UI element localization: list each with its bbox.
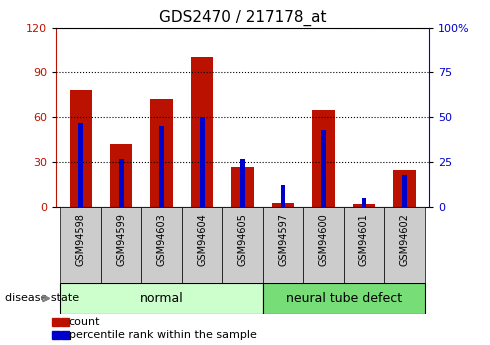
Bar: [393, 170, 416, 207]
Text: GSM94602: GSM94602: [399, 213, 410, 266]
Bar: [313, 110, 335, 207]
Bar: [141, 207, 182, 283]
Title: GDS2470 / 217178_at: GDS2470 / 217178_at: [159, 10, 326, 26]
Bar: [191, 58, 213, 207]
Bar: [119, 159, 123, 207]
Bar: [70, 90, 92, 207]
Bar: [321, 130, 326, 207]
Text: normal: normal: [140, 292, 183, 305]
Bar: [110, 144, 132, 207]
Text: GSM94597: GSM94597: [278, 213, 288, 266]
Text: GSM94604: GSM94604: [197, 213, 207, 266]
Bar: [263, 283, 425, 314]
Bar: [263, 207, 303, 283]
Bar: [78, 123, 83, 207]
Text: disease state: disease state: [5, 294, 79, 303]
Bar: [353, 204, 375, 207]
Bar: [222, 207, 263, 283]
Text: GSM94605: GSM94605: [238, 213, 247, 266]
Text: neural tube defect: neural tube defect: [286, 292, 402, 305]
Bar: [303, 207, 344, 283]
Text: GSM94601: GSM94601: [359, 213, 369, 266]
Text: GSM94600: GSM94600: [318, 213, 328, 266]
Bar: [384, 207, 425, 283]
Text: GSM94603: GSM94603: [157, 213, 167, 266]
Bar: [159, 126, 164, 207]
Bar: [240, 159, 245, 207]
Text: GSM94599: GSM94599: [116, 213, 126, 266]
Bar: [182, 207, 222, 283]
Bar: [402, 175, 407, 207]
Text: percentile rank within the sample: percentile rank within the sample: [69, 330, 256, 339]
Bar: [101, 207, 141, 283]
Bar: [60, 283, 263, 314]
Text: count: count: [69, 317, 100, 326]
Bar: [150, 99, 173, 207]
Bar: [199, 117, 204, 207]
Bar: [362, 198, 367, 207]
Bar: [344, 207, 384, 283]
Bar: [272, 203, 294, 207]
Bar: [60, 207, 101, 283]
Bar: [281, 186, 286, 207]
Bar: [231, 167, 254, 207]
Text: GSM94598: GSM94598: [75, 213, 86, 266]
